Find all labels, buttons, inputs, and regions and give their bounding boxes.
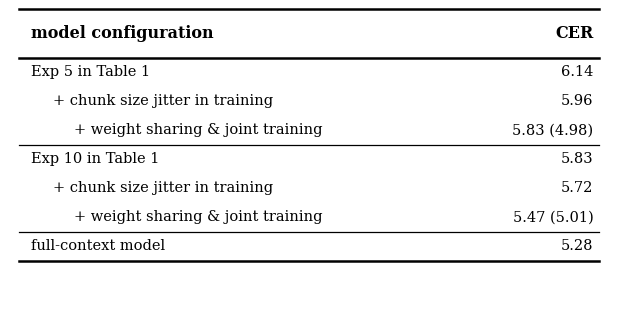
Text: 5.47 (5.01): 5.47 (5.01) — [512, 210, 593, 224]
Text: 5.96: 5.96 — [561, 94, 593, 108]
Text: + chunk size jitter in training: + chunk size jitter in training — [53, 94, 273, 108]
Text: 5.72: 5.72 — [561, 181, 593, 195]
Text: Exp 10 in Table 1: Exp 10 in Table 1 — [31, 152, 159, 166]
Text: full-context model: full-context model — [31, 239, 165, 253]
Text: model configuration: model configuration — [31, 25, 214, 42]
Text: + weight sharing & joint training: + weight sharing & joint training — [74, 210, 323, 224]
Text: Exp 5 in Table 1: Exp 5 in Table 1 — [31, 65, 150, 79]
Text: + weight sharing & joint training: + weight sharing & joint training — [74, 123, 323, 137]
Text: CER: CER — [555, 25, 593, 42]
Text: 5.83 (4.98): 5.83 (4.98) — [512, 123, 593, 137]
Text: 6.14: 6.14 — [561, 65, 593, 79]
Text: 5.28: 5.28 — [561, 239, 593, 253]
Text: + chunk size jitter in training: + chunk size jitter in training — [53, 181, 273, 195]
Text: 5.83: 5.83 — [561, 152, 593, 166]
